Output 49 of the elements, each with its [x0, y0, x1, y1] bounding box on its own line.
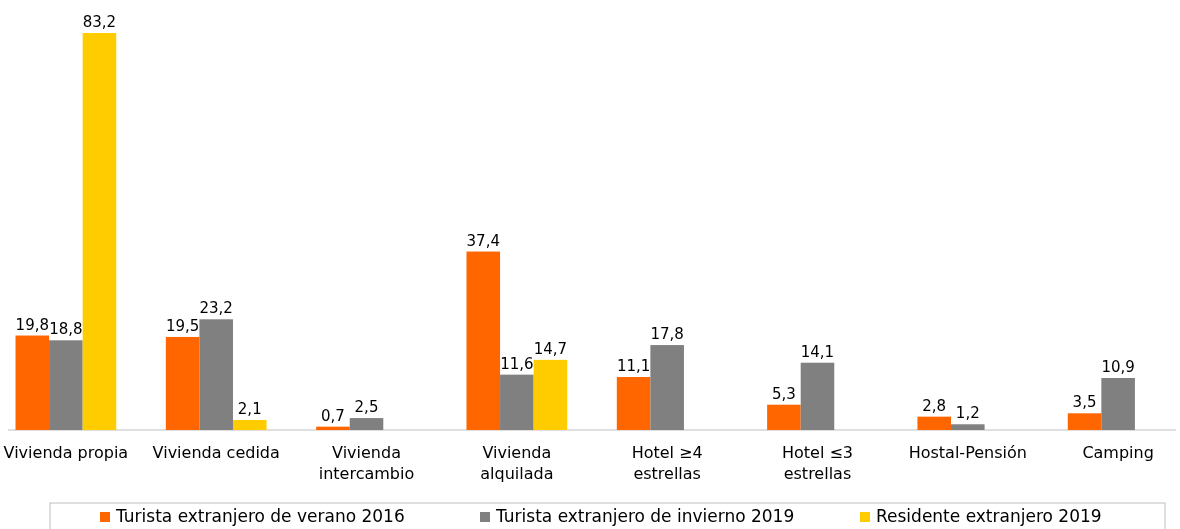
bar [316, 426, 350, 430]
x-tick-label: Vivienda propia [3, 443, 129, 462]
data-label: 17,8 [650, 325, 684, 344]
bar [199, 319, 233, 430]
legend-label: Turista extranjero de invierno 2019 [495, 506, 795, 526]
data-label: 10,9 [1101, 357, 1135, 376]
data-label: 14,7 [533, 339, 568, 358]
data-label: 2,8 [922, 396, 947, 415]
x-tick-label: Vivienda alquilada [480, 443, 554, 483]
x-tick-label: Vivienda intercambio [318, 443, 415, 483]
data-label: 14,1 [800, 342, 835, 361]
bar [533, 359, 568, 430]
bar [800, 362, 835, 430]
bar [1067, 413, 1102, 430]
x-tick-label: Camping [1082, 443, 1154, 462]
data-label: 83,2 [82, 13, 117, 31]
legend-label: Residente extranjero 2019 [876, 506, 1102, 526]
data-label: 0,7 [321, 406, 345, 425]
bar [15, 335, 50, 430]
data-label: 18,8 [49, 320, 83, 339]
x-tick-label: Vivienda cedida [152, 443, 280, 462]
bar [951, 424, 985, 430]
bar [466, 251, 501, 430]
bar [616, 377, 651, 430]
bar [49, 340, 83, 430]
bar [650, 345, 684, 430]
bar [82, 33, 117, 430]
data-label: 5,3 [771, 384, 796, 403]
data-label: 3,5 [1072, 393, 1097, 412]
data-label: 11,6 [500, 354, 534, 373]
x-tick-label: Hotel ≤3 estrellas [781, 443, 854, 483]
data-label: 1,2 [955, 404, 980, 423]
bar [767, 404, 801, 430]
x-tick-label: Hostal-Pensión [908, 443, 1027, 462]
bar [500, 374, 534, 430]
data-label: 11,1 [616, 357, 651, 376]
bar [917, 416, 952, 430]
x-tick-label: Hotel ≥4 estrellas [631, 443, 703, 483]
legend-label: Turista extranjero de verano 2016 [115, 506, 405, 526]
data-label: 2,1 [237, 399, 262, 418]
bar [232, 419, 267, 430]
bar [349, 418, 384, 430]
bar [165, 336, 200, 430]
data-label: 19,8 [15, 315, 50, 334]
data-label: 23,2 [199, 299, 233, 318]
data-label: 19,5 [165, 316, 200, 335]
bar [1101, 377, 1135, 430]
data-label: 2,5 [354, 398, 379, 417]
data-label: 37,4 [466, 231, 500, 250]
